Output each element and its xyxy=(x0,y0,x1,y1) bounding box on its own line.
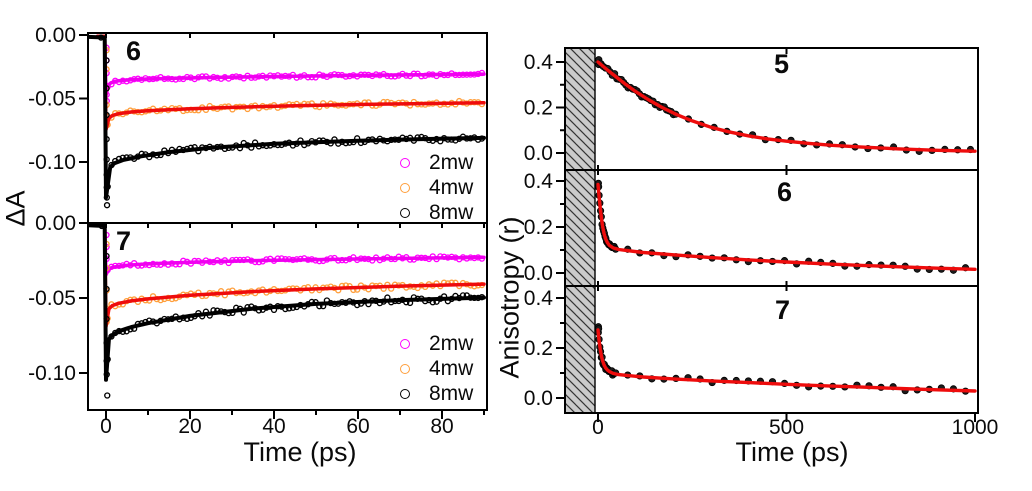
svg-text:0.00: 0.00 xyxy=(35,24,76,47)
legend-item-2mw: 2mw xyxy=(392,331,473,356)
subplot-label-left-top: 6 xyxy=(126,36,142,66)
svg-text:60: 60 xyxy=(346,415,369,438)
svg-text:0: 0 xyxy=(592,416,604,439)
svg-text:0.2: 0.2 xyxy=(524,216,553,239)
svg-text:500: 500 xyxy=(769,416,804,439)
legend-marker-icon xyxy=(400,182,410,193)
fit-line-4mw xyxy=(95,34,486,132)
legend-label: 2mw xyxy=(429,150,474,174)
svg-text:20: 20 xyxy=(178,415,201,438)
left-x-axis-title: Time (ps) xyxy=(243,437,357,467)
fit-line-anisotropy-data-6 xyxy=(596,182,977,271)
legend-left-top: 2mw 4mw 8mw xyxy=(392,150,473,225)
svg-text:0.4: 0.4 xyxy=(524,287,554,310)
svg-text:0.4: 0.4 xyxy=(524,51,554,74)
scatter-4mw xyxy=(103,47,486,129)
legend-marker-icon xyxy=(400,338,410,349)
subplot-label-right-top: 5 xyxy=(774,49,790,79)
scatter-2mw xyxy=(103,231,486,274)
svg-text:-0.10: -0.10 xyxy=(28,362,76,385)
legend-item-4mw: 4mw xyxy=(392,175,473,200)
svg-text:40: 40 xyxy=(262,415,285,438)
svg-text:0.0: 0.0 xyxy=(524,142,553,165)
svg-text:-0.10: -0.10 xyxy=(28,151,76,174)
legend-label: 8mw xyxy=(429,200,474,224)
right-x-axis-title: Time (ps) xyxy=(735,437,849,467)
subplot-anisotropy-compound-7 xyxy=(594,323,977,395)
scatter-4mw xyxy=(103,240,486,326)
fit-line-2mw xyxy=(95,34,486,98)
fit-line-anisotropy-data-5 xyxy=(596,60,977,153)
svg-text:0.2: 0.2 xyxy=(524,97,553,120)
svg-text:0.00: 0.00 xyxy=(35,212,76,235)
subplot-label-right-middle: 6 xyxy=(777,177,793,207)
legend-marker-icon xyxy=(400,388,410,399)
subplot-label-right-bottom: 7 xyxy=(775,295,791,325)
svg-text:-0.05: -0.05 xyxy=(28,287,76,310)
svg-text:0.2: 0.2 xyxy=(524,337,553,360)
svg-text:0.0: 0.0 xyxy=(524,262,553,285)
legend-item-8mw: 8mw xyxy=(392,381,473,406)
legend-marker-icon xyxy=(400,363,410,374)
svg-text:0.4: 0.4 xyxy=(524,170,554,193)
subplot-deltaA-compound-6 xyxy=(88,34,486,209)
pre-zero-hatch-region xyxy=(564,47,596,414)
tick-labels: 0 20 40 60 80 0 500 1000 0.00 -0.05 -0.10 0.00 -0.05… xyxy=(28,24,998,439)
fit-line-8mw xyxy=(88,223,486,382)
subplot-label-left-bottom: 7 xyxy=(116,226,132,256)
fit-line-4mw xyxy=(95,223,486,329)
svg-text:80: 80 xyxy=(430,415,453,438)
plot-borders xyxy=(87,32,979,414)
legend-label: 8mw xyxy=(429,381,474,405)
subplot-anisotropy-compound-5 xyxy=(595,56,977,155)
legend-label: 2mw xyxy=(429,331,474,355)
left-y-axis-title: ΔA xyxy=(0,190,31,227)
fit-line-anisotropy-data-7 xyxy=(596,328,977,393)
svg-text:0: 0 xyxy=(100,415,112,438)
legend-item-8mw: 8mw xyxy=(392,200,473,225)
fit-line-8mw xyxy=(88,34,486,200)
subplot-anisotropy-compound-6 xyxy=(594,179,977,274)
axis-ticks xyxy=(79,33,976,422)
subplot-deltaA-compound-7 xyxy=(88,223,486,399)
legend-item-4mw: 4mw xyxy=(392,356,473,381)
legend-label: 4mw xyxy=(429,175,474,199)
svg-text:1000: 1000 xyxy=(952,416,999,439)
right-y-axis-title: Anisotropy (r) xyxy=(494,216,525,379)
svg-text:-0.05: -0.05 xyxy=(28,88,76,111)
legend-label: 4mw xyxy=(429,356,474,380)
svg-text:0.0: 0.0 xyxy=(524,387,553,410)
legend-marker-icon xyxy=(400,207,410,218)
legend-marker-icon xyxy=(400,157,410,168)
legend-item-2mw: 2mw xyxy=(392,150,473,175)
legend-left-bottom: 2mw 4mw 8mw xyxy=(392,331,473,406)
